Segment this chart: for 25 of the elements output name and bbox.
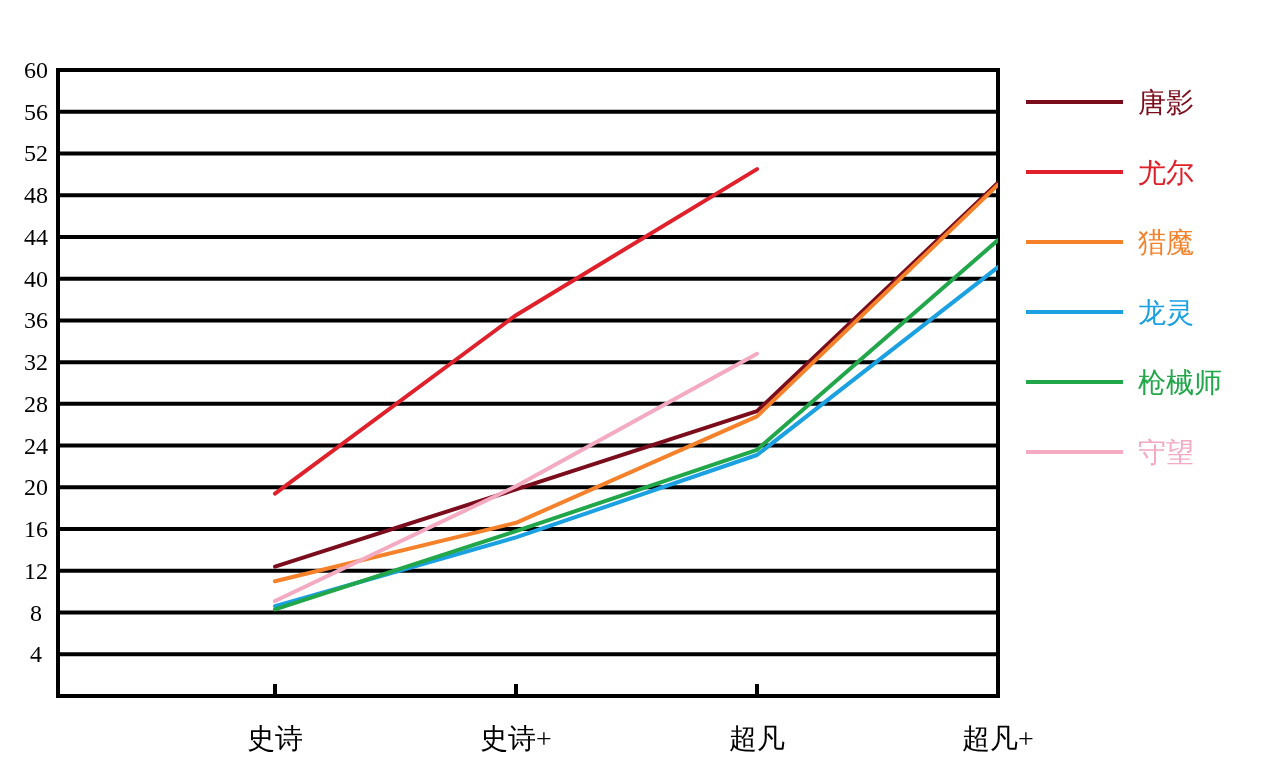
legend-label: 守望	[1138, 437, 1194, 468]
y-tick-label: 36	[24, 307, 48, 334]
y-tick-label: 32	[24, 349, 48, 376]
legend-label: 唐影	[1138, 87, 1194, 118]
legend-label: 龙灵	[1138, 297, 1194, 328]
legend-label: 猎魔	[1138, 227, 1194, 258]
legend-label: 尤尔	[1138, 157, 1194, 188]
y-tick-label: 40	[24, 265, 48, 292]
y-tick-label: 4	[30, 641, 42, 668]
y-tick-label: 48	[24, 182, 48, 209]
y-tick-label: 60	[24, 57, 48, 83]
y-tick-label: 8	[30, 599, 42, 626]
y-tick-label: 16	[24, 516, 48, 543]
y-tick-label: 12	[24, 557, 48, 584]
legend-label: 枪械师	[1138, 367, 1222, 398]
y-tick-label: 52	[24, 140, 48, 167]
y-tick-label: 56	[24, 98, 48, 125]
x-tick-label: 超凡	[729, 723, 785, 754]
x-tick-label: 超凡+	[962, 723, 1034, 754]
y-tick-label: 24	[24, 432, 48, 459]
x-tick-label: 史诗	[247, 723, 303, 754]
y-tick-label: 20	[24, 474, 48, 501]
y-tick-label: 28	[24, 390, 48, 417]
x-tick-label: 史诗+	[480, 723, 552, 754]
y-tick-label: 44	[24, 223, 48, 250]
